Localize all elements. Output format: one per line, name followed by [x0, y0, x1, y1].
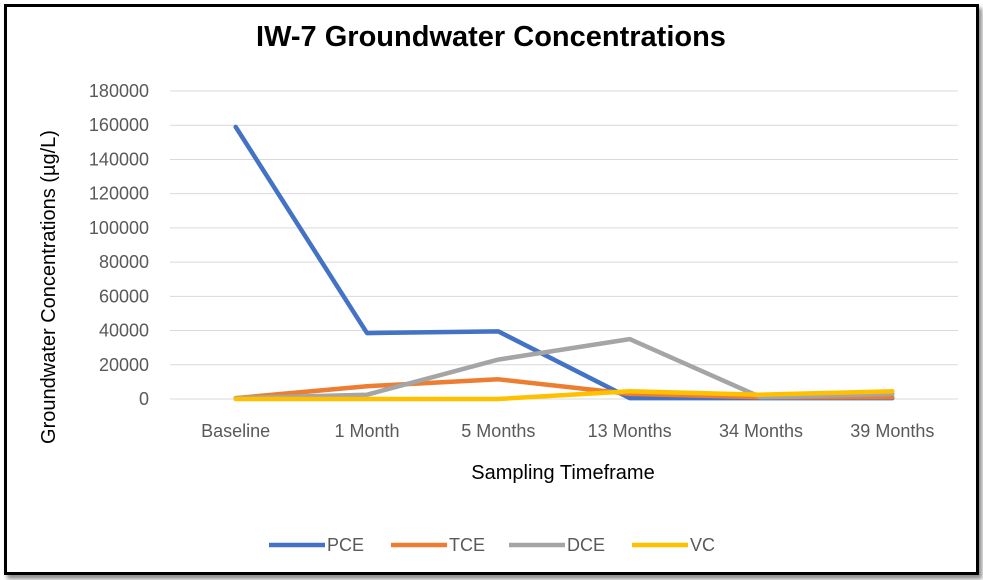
series-line-vc: [233, 389, 895, 402]
y-tick-label: 40000: [99, 321, 149, 341]
y-tick-label: 180000: [89, 81, 149, 101]
y-tick-label: 120000: [89, 184, 149, 204]
x-tick-label: 34 Months: [719, 421, 803, 441]
y-tick-label: 80000: [99, 252, 149, 272]
legend-label-vc: VC: [690, 535, 715, 555]
x-tick-label: 13 Months: [588, 421, 672, 441]
x-tick-label: Baseline: [201, 421, 270, 441]
y-tick-label: 140000: [89, 149, 149, 169]
x-axis-ticks: Baseline 1 Month 5 Months 13 Months 34 Month…: [201, 421, 934, 441]
legend: PCE TCE DCE VC: [269, 535, 715, 555]
chart-title: IW-7 Groundwater Concentrations: [256, 21, 726, 53]
gridlines: [170, 90, 958, 400]
x-axis-title: Sampling Timeframe: [471, 462, 654, 484]
y-tick-label: 20000: [99, 355, 149, 375]
legend-label-dce: DCE: [567, 535, 605, 555]
x-tick-label: 1 Month: [334, 421, 399, 441]
y-tick-label: 100000: [89, 218, 149, 238]
x-tick-label: 5 Months: [461, 421, 535, 441]
y-tick-label: 0: [139, 389, 149, 409]
y-axis-ticks: 0 20000 40000 60000 80000 100000 120000 140000 1…: [89, 81, 149, 409]
chart-frame: [4, 4, 979, 575]
y-axis-title: Groundwater Concentrations (µg/L): [38, 130, 60, 444]
series-line-dce: [233, 336, 895, 401]
series-lines: [233, 124, 895, 402]
legend-label-pce: PCE: [327, 535, 364, 555]
y-tick-label: 160000: [89, 115, 149, 135]
legend-label-tce: TCE: [449, 535, 485, 555]
x-tick-label: 39 Months: [850, 421, 934, 441]
y-tick-label: 60000: [99, 286, 149, 306]
